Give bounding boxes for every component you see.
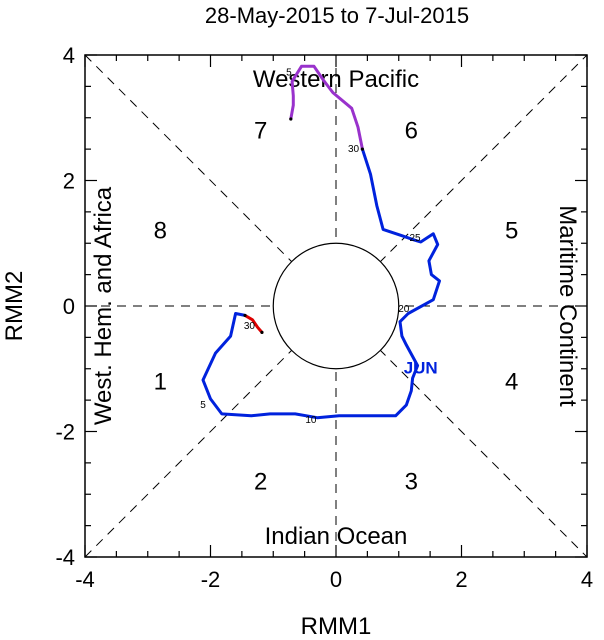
trajectory-point [243, 313, 247, 318]
day-label: 30 [244, 321, 256, 332]
x-tick-label: 4 [581, 567, 593, 592]
trajectory [201, 64, 441, 420]
trajectory-labels: 30 5 10 20 25 30 5 JUN [200, 68, 438, 427]
x-axis-label: RMM1 [301, 613, 372, 640]
day-label: 30 [348, 144, 360, 155]
y-tick-label: 2 [63, 169, 75, 194]
month-label: JUN [404, 358, 438, 377]
trajectory-segment [289, 64, 364, 151]
chart-title: 28-May-2015 to 7-Jul-2015 [205, 3, 469, 28]
day-label: 5 [200, 400, 206, 411]
phase-label: 6 [405, 117, 418, 144]
phase-label: 5 [505, 218, 518, 245]
day-label: 5 [286, 68, 292, 79]
inner-circle [272, 242, 400, 370]
axis-ticks: -4 -2 0 2 4 -4 -2 0 2 4 [55, 43, 593, 592]
phase-label: 4 [505, 368, 518, 395]
day-label: 25 [410, 233, 422, 244]
y-tick-label: -4 [55, 545, 75, 570]
phase-numbers: 1 2 3 4 5 6 7 8 [154, 117, 519, 495]
phase-label: 3 [405, 469, 418, 496]
trajectory-point [360, 147, 364, 151]
trajectory-segment [201, 147, 441, 420]
region-labels: Western Pacific Indian Ocean West. Hem. … [90, 66, 581, 550]
phase-label: 7 [254, 117, 267, 144]
day-label: 20 [398, 304, 410, 315]
x-tick-label: -2 [201, 567, 221, 592]
phase-label: 1 [154, 368, 167, 395]
y-tick-label: 4 [63, 43, 75, 68]
y-tick-label: 0 [63, 294, 75, 319]
trajectory-point [289, 117, 293, 121]
day-label: 10 [305, 415, 317, 426]
trajectory-segment [243, 313, 264, 334]
x-tick-label: 2 [455, 567, 467, 592]
x-tick-label: 0 [330, 567, 342, 592]
phase-label: 2 [254, 469, 267, 496]
y-tick-label: -2 [55, 420, 75, 445]
x-tick-label: -4 [75, 567, 95, 592]
region-label-western-pacific: Western Pacific [253, 66, 419, 93]
y-axis-label: RMM2 [1, 271, 28, 342]
phase-label: 8 [154, 218, 167, 245]
trajectory-point [260, 330, 264, 334]
